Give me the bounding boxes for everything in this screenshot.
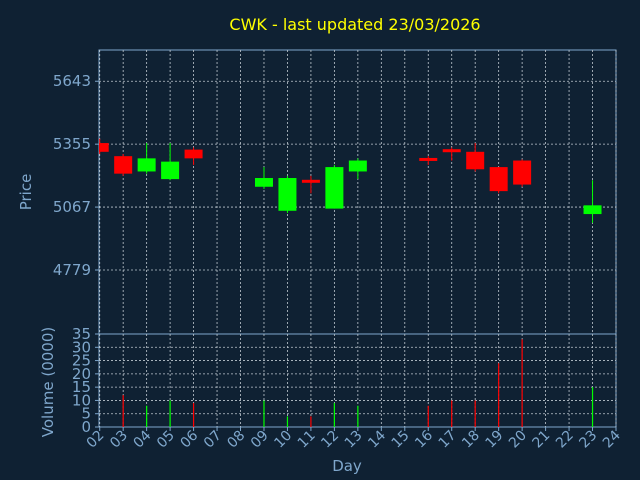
candle-up (583, 180, 602, 223)
x-tick-label: 22 (553, 428, 577, 452)
candle-body (99, 143, 109, 152)
price-y-tick-label: 5355 (53, 135, 91, 153)
candle-body (513, 160, 532, 185)
candle-body (583, 205, 602, 215)
price-axis-label: Price (17, 174, 35, 211)
x-tick-label: 13 (342, 428, 366, 452)
candle-down (114, 153, 133, 176)
volume-axis-label: Volume (0000) (39, 327, 57, 437)
candle-down (513, 159, 532, 187)
x-tick-label: 09 (248, 428, 272, 452)
x-tick-label: 21 (530, 428, 554, 452)
x-tick-label: 12 (318, 428, 342, 452)
candle-down (489, 167, 508, 194)
x-tick-label: 05 (154, 428, 178, 452)
chart-title: CWK - last updated 23/03/2026 (229, 15, 480, 34)
x-tick-label: 06 (177, 427, 201, 451)
x-tick-label: 24 (600, 427, 624, 451)
volume-y-tick-label: 20 (72, 365, 91, 383)
volume-y-tick-label: 15 (72, 378, 91, 396)
price-y-tick-label: 5067 (53, 198, 91, 216)
candle-body (161, 161, 180, 180)
x-tick-label: 15 (389, 428, 413, 452)
price-y-tick-label: 4779 (53, 261, 91, 279)
volume-y-tick-label: 0 (81, 418, 91, 436)
candle-down (466, 143, 485, 172)
price-y-tick-label: 5643 (53, 72, 91, 90)
volume-bars (122, 339, 594, 427)
x-tick-label: 20 (506, 428, 530, 452)
x-tick-label: 04 (131, 427, 155, 451)
candle-body (442, 149, 461, 153)
candle-body (325, 167, 344, 209)
volume-y-tick-label: 30 (72, 338, 91, 356)
candle-down (301, 175, 320, 194)
volume-y-tick-label: 5 (81, 405, 91, 423)
candle-body (419, 157, 438, 161)
candle-body (466, 151, 485, 170)
x-tick-label: 11 (295, 428, 319, 452)
candle-up (161, 143, 180, 181)
candle-up (137, 143, 156, 174)
price-y-ticks: 4779 5067 5355 5643 (53, 72, 99, 279)
candle-body (137, 158, 156, 172)
candle-down (99, 138, 109, 154)
candle-down (442, 147, 461, 161)
candle-down (184, 147, 203, 165)
x-tick-label: 16 (412, 427, 436, 451)
volume-y-tick-label: 25 (72, 352, 91, 370)
candle-up (348, 158, 367, 180)
candle-up (325, 164, 344, 209)
volume-y-tick-label: 10 (72, 391, 91, 409)
candle-body (254, 178, 273, 187)
x-tick-label: 08 (224, 428, 248, 452)
price-grid (99, 50, 617, 334)
candle-body (348, 160, 367, 172)
candle-body (301, 179, 320, 183)
x-tick-label: 14 (365, 427, 389, 451)
price-panel: 4779 5067 5355 5643 Price (17, 49, 617, 335)
x-tick-label: 07 (201, 428, 225, 452)
candle-up (278, 175, 297, 213)
x-tick-label: 18 (459, 428, 483, 452)
candles (99, 138, 602, 223)
candle-body (184, 149, 203, 159)
volume-y-tick-label: 35 (72, 325, 91, 343)
x-tick-label: 17 (436, 428, 460, 452)
x-tick-label: 23 (576, 428, 600, 452)
x-tick-label: 19 (483, 428, 507, 452)
candle-up (254, 167, 273, 189)
candle-down (419, 156, 438, 165)
x-tick-label: 03 (107, 428, 131, 452)
x-axis-ticks: 02 03 04 05 06 07 08 09 10 11 12 13 14 15 16 17 18 19 20 21… (84, 427, 624, 451)
candle-body (489, 167, 508, 192)
candle-body (278, 178, 297, 211)
x-axis-label: Day (332, 457, 362, 475)
candle-body (114, 156, 133, 174)
x-tick-label: 10 (271, 428, 295, 452)
